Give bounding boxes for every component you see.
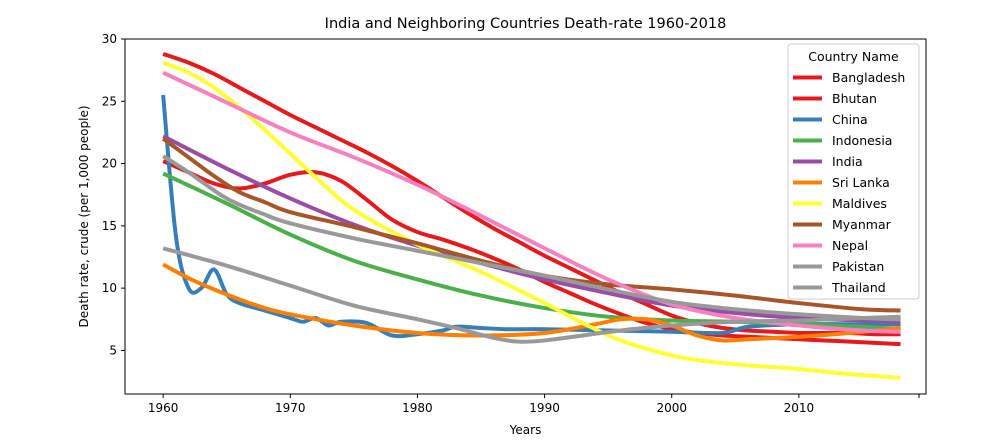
series-line-bhutan	[162, 52, 901, 337]
x-tick-label: 1970	[275, 401, 306, 415]
legend-label-thailand: Thailand	[831, 280, 886, 295]
legend-box	[787, 43, 920, 300]
series-line-thailand	[162, 246, 901, 344]
y-tick-label: 20	[102, 157, 117, 171]
series-line-sri-lanka	[162, 262, 901, 343]
x-tick-label: 1980	[402, 401, 433, 415]
legend: Country Name Bangladesh Bhutan China Indone…	[787, 43, 920, 300]
legend-label-pakistan: Pakistan	[832, 259, 884, 274]
legend-label-india: India	[832, 154, 863, 169]
chart-title: India and Neighboring Countries Death-ra…	[325, 16, 727, 32]
axes-frame	[124, 38, 927, 395]
x-tick-label: 1960	[148, 401, 179, 415]
legend-items: Bangladesh Bhutan China Indonesia India Sri L…	[793, 70, 905, 295]
legend-label-bhutan: Bhutan	[832, 91, 877, 106]
legend-title: Country Name	[808, 49, 899, 64]
y-axis-title: Death rate, crude (per 1,000 people)	[77, 105, 91, 327]
plot-area	[124, 38, 927, 395]
legend-label-nepal: Nepal	[832, 238, 868, 253]
series-line-myanmar	[161, 137, 901, 313]
series-line-pakistan	[162, 154, 901, 322]
x-tick-label: 2000	[656, 401, 687, 415]
series-lines	[161, 52, 901, 380]
x-axis-title: Years	[509, 423, 542, 437]
x-axis: 1960 1970 1980 1990 2000 2010	[148, 394, 920, 415]
legend-label-myanmar: Myanmar	[832, 217, 892, 232]
legend-label-maldives: Maldives	[832, 196, 887, 211]
y-tick-label: 25	[102, 94, 117, 108]
x-tick-label: 2010	[784, 401, 815, 415]
legend-label-bangladesh: Bangladesh	[832, 70, 905, 85]
y-tick-label: 15	[102, 219, 117, 233]
legend-label-indonesia: Indonesia	[832, 133, 892, 148]
y-tick-label: 10	[102, 281, 117, 295]
y-tick-label: 30	[102, 32, 117, 46]
series-line-india	[162, 134, 901, 324]
y-tick-label: 5	[109, 343, 117, 357]
series-line-nepal	[162, 70, 901, 334]
x-tick-label: 1990	[529, 401, 560, 415]
y-axis: 5 10 15 20 25 30	[102, 32, 125, 357]
legend-label-china: China	[832, 112, 868, 127]
legend-label-sri-lanka: Sri Lanka	[832, 175, 890, 190]
series-line-china	[161, 94, 901, 339]
